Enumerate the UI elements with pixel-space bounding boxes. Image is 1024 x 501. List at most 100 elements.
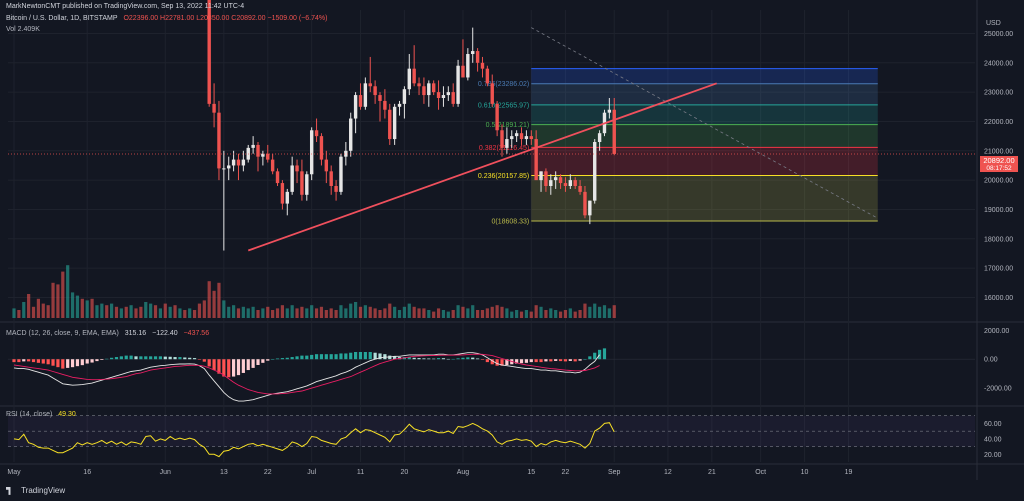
candle-body bbox=[534, 139, 538, 181]
fib-zone bbox=[531, 175, 878, 221]
volume-bar bbox=[412, 306, 416, 318]
macd-histogram-bar bbox=[588, 356, 592, 360]
macd-histogram-bar bbox=[524, 359, 528, 363]
macd-histogram-bar bbox=[461, 357, 465, 360]
macd-histogram-bar bbox=[227, 359, 231, 378]
price-tick-label: 21000.00 bbox=[984, 148, 1013, 155]
macd-histogram-bar bbox=[56, 359, 60, 368]
macd-tick-label: -2000.00 bbox=[984, 386, 1012, 393]
candle-body bbox=[505, 139, 509, 148]
volume-bar bbox=[515, 310, 519, 318]
candle-body bbox=[422, 86, 426, 96]
volume-bar bbox=[490, 306, 494, 318]
price-tick-label: 20000.00 bbox=[984, 178, 1013, 185]
macd-histogram-bar bbox=[22, 359, 26, 362]
candle-body bbox=[266, 153, 270, 160]
macd-histogram-bar bbox=[578, 359, 582, 361]
fib-zone bbox=[531, 124, 878, 148]
candle-body bbox=[300, 171, 304, 195]
macd-histogram-bar bbox=[456, 358, 460, 360]
macd-value-signal: −122.40 bbox=[152, 330, 178, 337]
volume-bar bbox=[378, 310, 382, 318]
x-tick-label-7: 20 bbox=[401, 469, 409, 476]
macd-histogram-bar bbox=[275, 358, 280, 360]
candle-body bbox=[251, 144, 255, 148]
candle-body bbox=[485, 68, 490, 84]
volume-bar bbox=[134, 308, 138, 318]
candle-body bbox=[519, 133, 524, 140]
ascending-trendline bbox=[247, 82, 718, 252]
volume-bar bbox=[578, 310, 582, 318]
volume-bar bbox=[85, 300, 89, 318]
macd-histogram-bar bbox=[529, 359, 533, 363]
fibonacci-retracement: 0.786(23286.02) 0.618(22565.97) 0.5(21891.… bbox=[478, 68, 878, 225]
macd-histogram-bar bbox=[339, 353, 343, 360]
macd-histogram-bar bbox=[178, 357, 182, 360]
price-tick-label: 16000.00 bbox=[984, 295, 1013, 302]
macd-histogram-bar bbox=[153, 356, 158, 360]
macd-histogram-bar bbox=[319, 354, 324, 360]
volume-bar bbox=[144, 302, 148, 318]
candle-body bbox=[358, 95, 363, 107]
macd-histogram-bar bbox=[61, 359, 65, 369]
macd-histogram-bar bbox=[197, 359, 202, 360]
macd-histogram-bar bbox=[36, 359, 40, 363]
macd-histogram-bar bbox=[251, 359, 255, 368]
footer-brand[interactable]: TradingView bbox=[6, 486, 65, 495]
candle-body bbox=[295, 165, 299, 172]
volume-bar bbox=[202, 300, 206, 318]
volume-bar bbox=[56, 284, 60, 318]
macd-histogram-bar bbox=[256, 359, 260, 365]
candle-body bbox=[256, 144, 260, 157]
x-tick-label-13: 21 bbox=[708, 469, 716, 476]
candle-body bbox=[544, 171, 548, 186]
volume-bar bbox=[95, 305, 99, 318]
macd-histogram-bar bbox=[314, 354, 319, 360]
macd-histogram-bar bbox=[480, 359, 485, 360]
macd-histogram-bar bbox=[393, 356, 397, 360]
macd-histogram-bar bbox=[100, 359, 104, 360]
macd-histogram-bar bbox=[334, 354, 338, 360]
volume-bar bbox=[397, 310, 402, 318]
candle-body bbox=[334, 186, 338, 192]
macd-histogram-bar bbox=[149, 356, 153, 360]
rsi-title[interactable]: RSI (14, close) bbox=[6, 411, 53, 418]
macd-histogram-bar bbox=[246, 359, 250, 371]
candle-body bbox=[383, 100, 387, 110]
candle-body bbox=[553, 177, 558, 181]
volume-bar bbox=[558, 311, 563, 318]
candle-body bbox=[353, 95, 358, 119]
macd-histogram-bar bbox=[329, 354, 333, 360]
candle-body bbox=[451, 92, 455, 104]
candle-body bbox=[539, 171, 543, 181]
fib-level-label: 0.618(22565.97) bbox=[478, 102, 529, 109]
volume-bar bbox=[476, 310, 480, 318]
macd-histogram-bar bbox=[432, 358, 436, 360]
volume-bar bbox=[383, 308, 387, 318]
candle-body bbox=[314, 130, 319, 137]
candle-body bbox=[207, 0, 211, 104]
candle-body bbox=[436, 92, 441, 98]
macd-histogram-bar bbox=[70, 359, 75, 368]
macd-histogram-bar bbox=[212, 359, 216, 371]
fib-zone bbox=[531, 104, 878, 125]
candle-body bbox=[597, 133, 602, 142]
candle-body bbox=[417, 83, 421, 87]
macd-histogram-bar bbox=[519, 359, 524, 364]
candle-body bbox=[397, 103, 402, 107]
fib-level-label: 0(18608.33) bbox=[492, 218, 530, 225]
macd-histogram-bar bbox=[451, 358, 455, 360]
candle-body bbox=[388, 109, 392, 140]
x-tick-label-1: 16 bbox=[83, 469, 91, 476]
macd-histogram-bar bbox=[422, 358, 426, 360]
macd-histogram-bar bbox=[188, 357, 192, 360]
candle-body bbox=[490, 83, 494, 104]
macd-title[interactable]: MACD (12, 26, close, 9, EMA, EMA) bbox=[6, 330, 119, 337]
volume-bar bbox=[114, 306, 119, 318]
macd-histogram-bar bbox=[495, 359, 499, 366]
volume-bar bbox=[427, 310, 431, 318]
macd-histogram-bar bbox=[476, 358, 480, 360]
symbol-title[interactable]: Bitcoin / U.S. Dollar, 1D, BITSTAMP bbox=[6, 15, 118, 22]
candle-body bbox=[612, 109, 616, 154]
price-tick-label: 25000.00 bbox=[984, 31, 1013, 38]
